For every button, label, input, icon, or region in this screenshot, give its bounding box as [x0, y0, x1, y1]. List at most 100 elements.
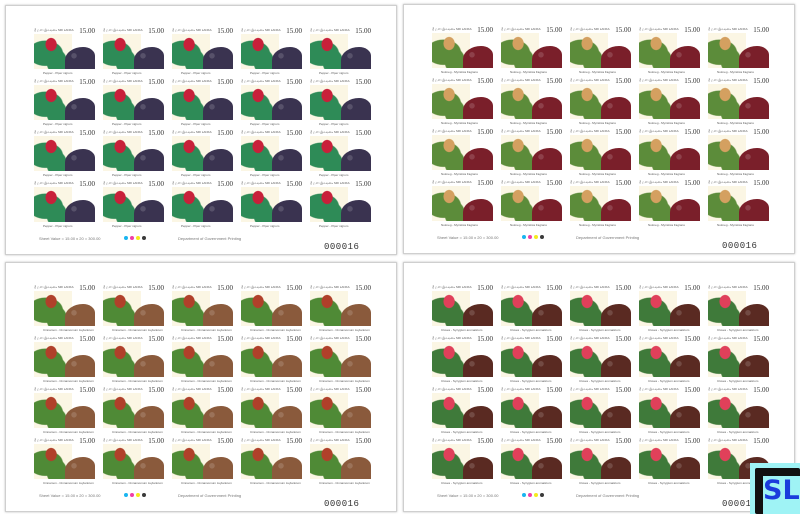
- spice-heap-illustration: [134, 200, 164, 222]
- stamp-header: ශ්‍රී ලංකා இலங்கை SRI LANKA: [34, 181, 74, 185]
- stamp-value: 15.00: [355, 28, 371, 35]
- spice-heap-illustration: [739, 304, 769, 326]
- color-register-dot: [528, 493, 532, 497]
- stamp: ශ්‍රී ලංකා இலங்கை SRI LANKA 15.00 Cinnamon…: [309, 285, 372, 333]
- stamp-value: 15.00: [684, 180, 700, 187]
- stamp-header: ශ්‍රී ලංකා இலங்கை SRI LANKA: [172, 336, 212, 340]
- stamp: ශ්‍රී ලංකා இலங்கை SRI LANKA 15.00 Nutmeg -…: [431, 129, 494, 177]
- stamp-value: 15.00: [217, 130, 233, 137]
- color-register-dot: [136, 236, 140, 240]
- color-register-dot: [142, 493, 146, 497]
- stamp-header: ශ්‍රී ලංකා இலங்கை SRI LANKA: [172, 79, 212, 83]
- plant-illustration: [639, 186, 677, 221]
- stamp-illustration: [310, 291, 371, 326]
- stamp-caption: Cinnamon - Cinnamomum zeylanicum: [319, 481, 370, 485]
- stamp: ශ්‍රී ලංකා இலங்கை SRI LANKA 15.00 Nutmeg -…: [431, 78, 494, 126]
- stamp-value: 15.00: [477, 438, 493, 445]
- spice-heap-illustration: [65, 457, 95, 479]
- stamp-value: 15.00: [684, 129, 700, 136]
- stamp-header: ශ්‍රී ලංකා இலங்கை SRI LANKA: [432, 438, 472, 442]
- stamp-header: ශ්‍රී ලංකා இலங்கை SRI LANKA: [103, 79, 143, 83]
- stamp-value: 15.00: [684, 387, 700, 394]
- spice-heap-illustration: [272, 355, 302, 377]
- stamp-header: ශ්‍රී ලංකා இலங்கை SRI LANKA: [241, 285, 281, 289]
- printer-text: Department of Government Printing: [576, 493, 640, 498]
- stamp-illustration: [570, 393, 631, 428]
- spice-heap-illustration: [65, 47, 95, 69]
- spice-heap-illustration: [463, 457, 493, 479]
- stamp: ශ්‍රී ලංකා இலங்கை SRI LANKA 15.00 Pepper -…: [309, 79, 372, 127]
- stamp-illustration: [34, 136, 95, 171]
- stamp-caption: Nutmeg - Myristica fragrans: [579, 70, 616, 74]
- stamp-value: 15.00: [546, 27, 562, 34]
- stamp-illustration: [241, 291, 302, 326]
- logo-text: SL: [763, 475, 800, 506]
- stamp-value: 15.00: [546, 78, 562, 85]
- stamp-header: ශ්‍රී ලංකා இலங்கை SRI LANKA: [639, 336, 679, 340]
- stamp-header: ශ්‍රී ලංකා இலங்கை SRI LANKA: [34, 79, 74, 83]
- stamp-caption: Cinnamon - Cinnamomum zeylanicum: [112, 328, 163, 332]
- stamp-illustration: [639, 33, 700, 68]
- spice-heap-illustration: [203, 304, 233, 326]
- stamp-caption: Nutmeg - Myristica fragrans: [648, 223, 685, 227]
- stamp: ශ්‍රී ලංකා இலங்கை SRI LANKA 15.00 Cloves -…: [500, 438, 563, 486]
- stamp-illustration: [310, 187, 371, 222]
- spice-heap-illustration: [134, 406, 164, 428]
- stamp: ශ්‍රී ලංකා இலங்கை SRI LANKA 15.00 Nutmeg -…: [431, 180, 494, 228]
- spice-heap-illustration: [532, 304, 562, 326]
- stamp-value: 15.00: [286, 28, 302, 35]
- stamp-value: 15.00: [546, 336, 562, 343]
- spice-heap-illustration: [739, 406, 769, 428]
- stamp-illustration: [172, 291, 233, 326]
- spice-heap-illustration: [601, 304, 631, 326]
- stamp-header: ශ්‍රී ලංකා இலங்கை SRI LANKA: [639, 78, 679, 82]
- stamp-illustration: [501, 186, 562, 221]
- stamp: ශ්‍රී ලංකා இலங்கை SRI LANKA 15.00 Cinnamon…: [240, 285, 303, 333]
- stamp-caption: Pepper - Piper nigrum: [250, 122, 280, 126]
- stamp-value: 15.00: [79, 130, 95, 137]
- printer-text: Department of Government Printing: [178, 493, 242, 498]
- stamp-illustration: [172, 187, 233, 222]
- stamp-illustration: [639, 135, 700, 170]
- spice-heap-illustration: [601, 97, 631, 119]
- spice-heap-illustration: [272, 47, 302, 69]
- stamp-header: ශ්‍රී ලංකා இலங்கை SRI LANKA: [310, 336, 350, 340]
- stamp-caption: Cloves - Syzygium aromaticum: [717, 481, 759, 485]
- stamp: ශ්‍රී ලංකා இலங்கை SRI LANKA 15.00 Pepper -…: [33, 181, 96, 229]
- plant-illustration: [639, 342, 677, 377]
- sl-logo: SL: [750, 463, 800, 514]
- stamp-illustration: [310, 136, 371, 171]
- stamp-header: ශ්‍රී ලංකා இலங்கை SRI LANKA: [172, 387, 212, 391]
- stamp: ශ්‍රී ලංකා இலங்கை SRI LANKA 15.00 Nutmeg -…: [569, 180, 632, 228]
- stamp-caption: Nutmeg - Myristica fragrans: [648, 121, 685, 125]
- stamp-caption: Cloves - Syzygium aromaticum: [648, 379, 690, 383]
- stamp-header: ශ්‍රී ලංකා இலங்கை SRI LANKA: [501, 27, 541, 31]
- spice-heap-illustration: [601, 406, 631, 428]
- printer-text: Department of Government Printing: [576, 235, 640, 240]
- stamp-header: ශ්‍රී ලංකා இலங்கை SRI LANKA: [501, 78, 541, 82]
- stamp-value: 15.00: [546, 285, 562, 292]
- stamp-header: ශ්‍රී ලංකා இலங்கை SRI LANKA: [708, 78, 748, 82]
- stamp-header: ශ්‍රී ලංකා இலங்கை SRI LANKA: [172, 28, 212, 32]
- stamp-caption: Nutmeg - Myristica fragrans: [441, 70, 478, 74]
- spice-heap-illustration: [670, 148, 700, 170]
- plant-illustration: [570, 291, 608, 326]
- stamp-value: 15.00: [79, 181, 95, 188]
- stamp-caption: Pepper - Piper nigrum: [112, 71, 142, 75]
- spice-heap-illustration: [203, 457, 233, 479]
- stamp-header: ශ්‍රී ලංකා இலங்கை SRI LANKA: [432, 129, 472, 133]
- stamp-value: 15.00: [615, 180, 631, 187]
- stamp: ශ්‍රී ලංකා இலங்கை SRI LANKA 15.00 Nutmeg -…: [500, 180, 563, 228]
- spice-heap-illustration: [272, 200, 302, 222]
- stamp: ශ්‍රී ලංකා இலங்கை SRI LANKA 15.00 Cloves -…: [707, 387, 770, 435]
- color-register-dot: [130, 493, 134, 497]
- stamp-illustration: [570, 84, 631, 119]
- spice-heap-illustration: [65, 355, 95, 377]
- spice-heap-illustration: [739, 46, 769, 68]
- stamp-illustration: [34, 291, 95, 326]
- stamp-illustration: [501, 291, 562, 326]
- sheet-serial-number: 000016: [324, 242, 360, 252]
- stamp-caption: Nutmeg - Myristica fragrans: [510, 70, 547, 74]
- stamp-header: ශ්‍රී ලංකා இலங்கை SRI LANKA: [432, 336, 472, 340]
- spice-heap-illustration: [341, 406, 371, 428]
